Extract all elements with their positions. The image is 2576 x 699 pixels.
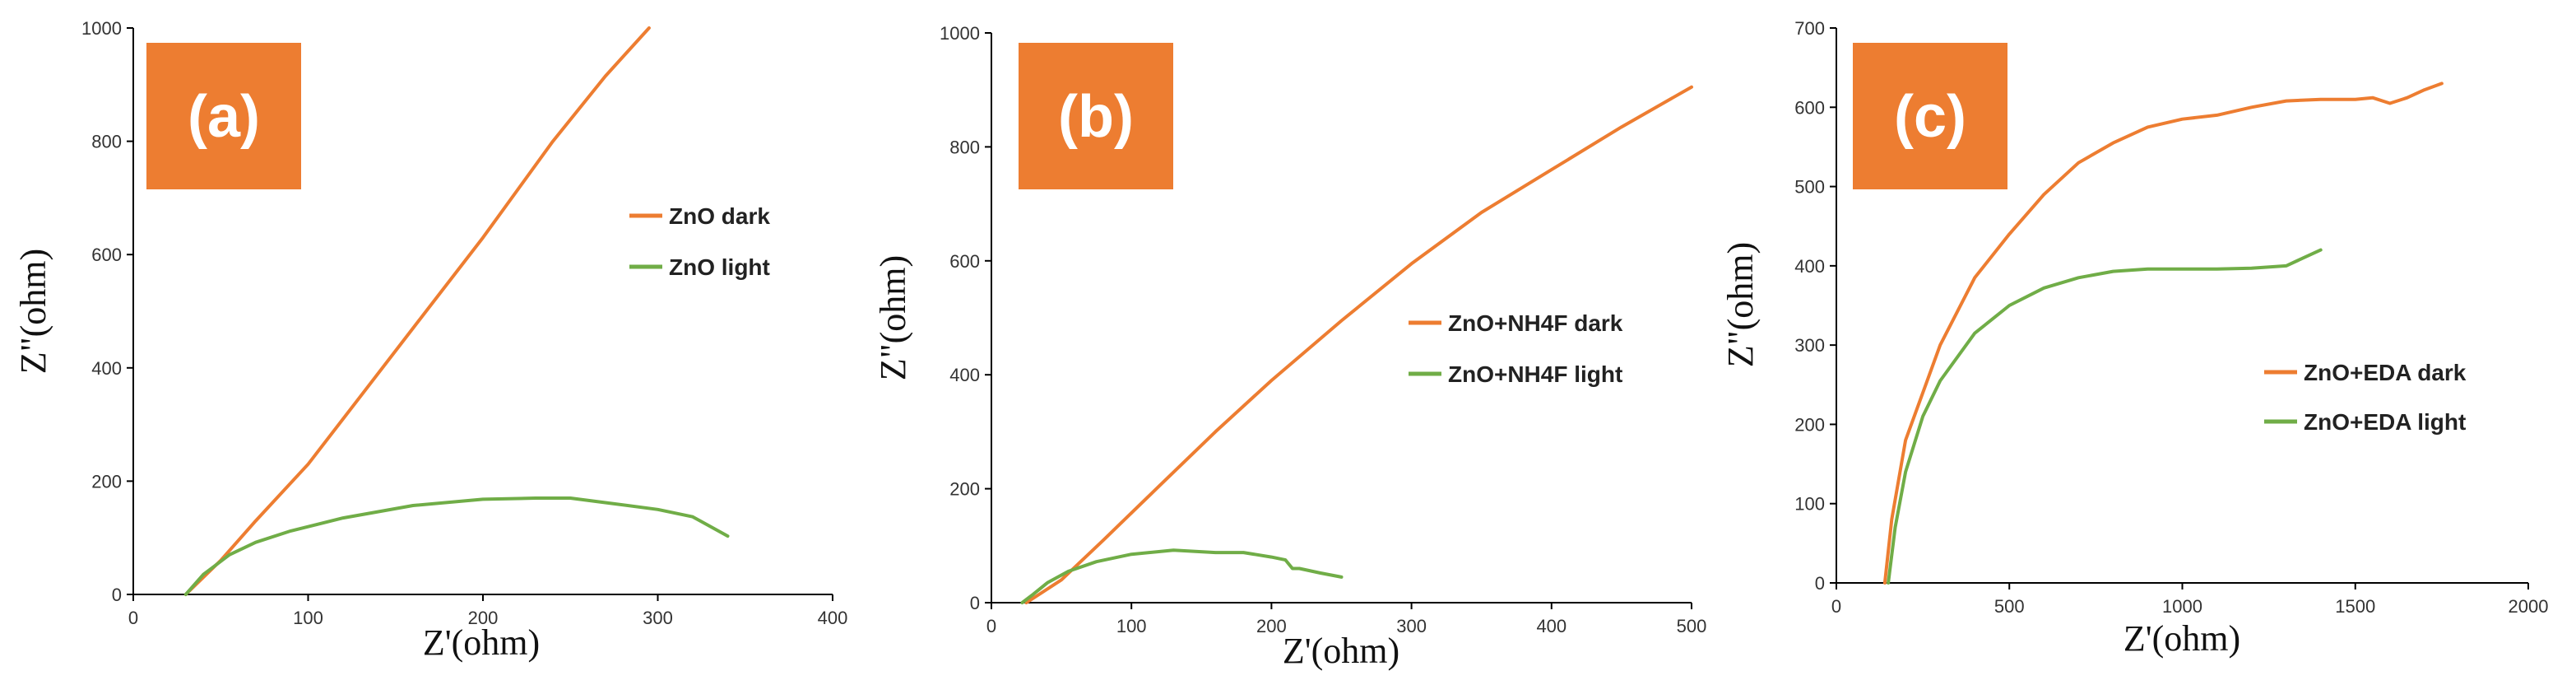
y-tick-label: 700 bbox=[1794, 18, 1825, 39]
y-axis-title: Z"(ohm) bbox=[1720, 242, 1761, 367]
x-tick-label: 100 bbox=[293, 608, 323, 628]
x-tick-label: 400 bbox=[1536, 616, 1566, 636]
x-tick-label: 200 bbox=[1256, 616, 1287, 636]
y-tick-label: 100 bbox=[1794, 494, 1825, 515]
x-axis-title: Z'(ohm) bbox=[1283, 631, 1399, 671]
panel-label-box bbox=[146, 43, 301, 189]
legend-label: ZnO+NH4F light bbox=[1448, 361, 1622, 387]
panel-b: 0 100 200 300 400 500 0 200 400 600 800 1000 Z'(ohm)… bbox=[873, 23, 1706, 671]
x-tick-label: 0 bbox=[128, 608, 138, 628]
legend-label: ZnO+EDA dark bbox=[2304, 360, 2467, 385]
legend-label: ZnO+NH4F dark bbox=[1448, 310, 1623, 336]
x-tick-label: 2000 bbox=[2509, 596, 2549, 617]
y-tick-label: 0 bbox=[970, 593, 980, 613]
legend-label: ZnO light bbox=[669, 254, 770, 280]
legend-label: ZnO+EDA light bbox=[2304, 409, 2466, 435]
y-tick-label: 200 bbox=[1794, 414, 1825, 435]
y-axis-title: Z"(ohm) bbox=[873, 255, 913, 380]
panel-label: (b) bbox=[1058, 84, 1134, 150]
x-axis-title: Z'(ohm) bbox=[423, 622, 540, 663]
y-tick-label: 1000 bbox=[81, 18, 122, 39]
y-tick-label: 0 bbox=[1815, 573, 1825, 594]
series-line-light bbox=[1020, 548, 1344, 604]
series-line-light bbox=[1887, 248, 2323, 585]
series-line-dark bbox=[183, 26, 651, 596]
series-line-dark bbox=[1024, 85, 1693, 604]
x-tick-label: 400 bbox=[818, 608, 848, 628]
panel-label: (a) bbox=[188, 84, 260, 150]
x-axis-title: Z'(ohm) bbox=[2123, 618, 2240, 659]
x-tick-label: 500 bbox=[1994, 596, 2025, 617]
x-tick-label: 200 bbox=[468, 608, 499, 628]
y-tick-label: 500 bbox=[1794, 177, 1825, 198]
y-tick-label: 400 bbox=[949, 365, 980, 385]
x-tick-label: 500 bbox=[1677, 616, 1707, 636]
panel-a: 0 100 200 300 400 0 200 400 600 800 1000 Z'(ohm) Z"(… bbox=[13, 18, 847, 663]
y-tick-label: 200 bbox=[91, 471, 122, 492]
y-tick-label: 400 bbox=[1794, 256, 1825, 277]
panel-label: (c) bbox=[1894, 84, 1966, 150]
y-tick-label: 300 bbox=[1794, 335, 1825, 356]
y-tick-label: 200 bbox=[949, 479, 980, 500]
y-axis-title: Z"(ohm) bbox=[13, 249, 53, 374]
panel-label-box bbox=[1853, 43, 2007, 189]
x-tick-label: 300 bbox=[643, 608, 673, 628]
x-tick-label: 1000 bbox=[2162, 596, 2202, 617]
x-tick-label: 0 bbox=[1831, 596, 1841, 617]
y-tick-label: 0 bbox=[112, 585, 122, 605]
y-tick-label: 800 bbox=[949, 137, 980, 157]
series-line-light bbox=[183, 496, 730, 596]
y-tick-label: 800 bbox=[91, 132, 122, 152]
y-tick-label: 400 bbox=[91, 358, 122, 379]
x-tick-label: 1500 bbox=[2335, 596, 2375, 617]
y-tick-label: 600 bbox=[949, 251, 980, 272]
x-tick-label: 300 bbox=[1396, 616, 1427, 636]
y-tick-label: 1000 bbox=[940, 23, 980, 44]
y-tick-label: 600 bbox=[91, 245, 122, 265]
panel-c: 0 500 1000 1500 2000 0 100 200 300 400 500 600 700 Z'… bbox=[1720, 18, 2548, 659]
panel-label-box bbox=[1019, 43, 1173, 189]
series-line-dark bbox=[1882, 82, 2444, 585]
x-tick-label: 0 bbox=[986, 616, 996, 636]
y-tick-label: 600 bbox=[1794, 97, 1825, 118]
legend-label: ZnO dark bbox=[669, 203, 770, 229]
x-tick-label: 100 bbox=[1116, 616, 1147, 636]
